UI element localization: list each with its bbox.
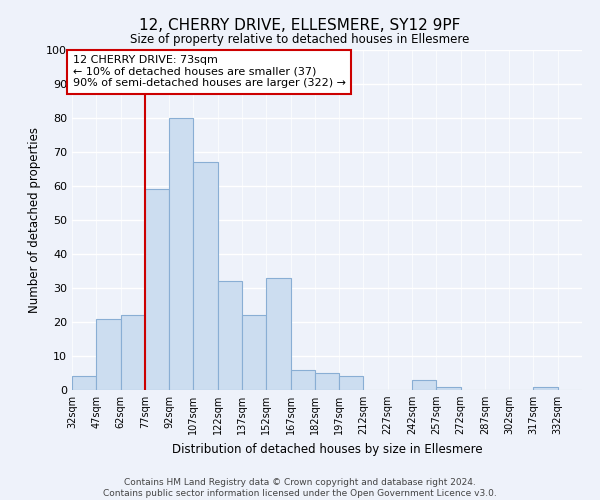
Bar bbox=[218, 281, 242, 390]
X-axis label: Distribution of detached houses by size in Ellesmere: Distribution of detached houses by size … bbox=[172, 442, 482, 456]
Bar bbox=[242, 315, 266, 390]
Y-axis label: Number of detached properties: Number of detached properties bbox=[28, 127, 41, 313]
Bar bbox=[169, 118, 193, 390]
Text: 12, CHERRY DRIVE, ELLESMERE, SY12 9PF: 12, CHERRY DRIVE, ELLESMERE, SY12 9PF bbox=[139, 18, 461, 32]
Text: Size of property relative to detached houses in Ellesmere: Size of property relative to detached ho… bbox=[130, 32, 470, 46]
Bar bbox=[193, 162, 218, 390]
Bar bbox=[290, 370, 315, 390]
Bar bbox=[436, 386, 461, 390]
Bar bbox=[266, 278, 290, 390]
Text: 12 CHERRY DRIVE: 73sqm
← 10% of detached houses are smaller (37)
90% of semi-det: 12 CHERRY DRIVE: 73sqm ← 10% of detached… bbox=[73, 55, 346, 88]
Bar bbox=[412, 380, 436, 390]
Bar bbox=[339, 376, 364, 390]
Text: Contains HM Land Registry data © Crown copyright and database right 2024.
Contai: Contains HM Land Registry data © Crown c… bbox=[103, 478, 497, 498]
Bar bbox=[533, 386, 558, 390]
Bar bbox=[96, 318, 121, 390]
Bar bbox=[121, 315, 145, 390]
Bar bbox=[72, 376, 96, 390]
Bar bbox=[145, 190, 169, 390]
Bar bbox=[315, 373, 339, 390]
